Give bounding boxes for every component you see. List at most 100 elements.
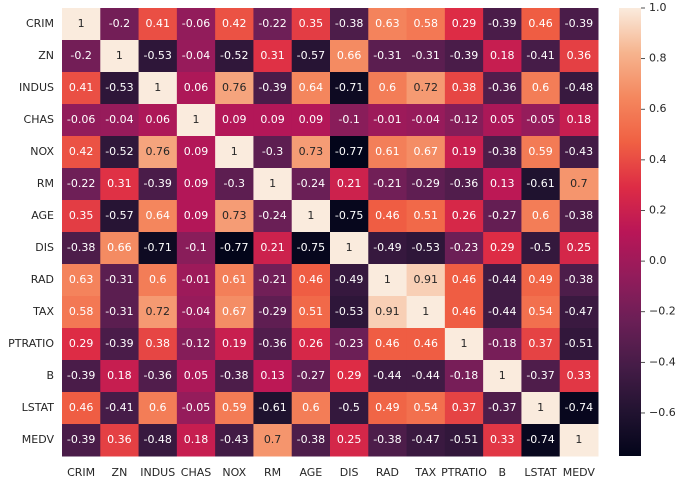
heatmap-cell	[330, 104, 369, 137]
heatmap-cell	[253, 104, 293, 137]
cell-value-label: -0.22	[258, 17, 286, 30]
cell-value-label: 0.38	[452, 81, 477, 94]
x-tick-label: AGE	[299, 466, 322, 479]
heatmap-cell	[406, 168, 446, 201]
cell-value-label: -0.27	[488, 209, 516, 222]
heatmap-cell	[406, 104, 446, 137]
x-tick-label: RM	[264, 466, 281, 479]
heatmap-cell	[406, 296, 446, 329]
cell-value-label: 0.46	[375, 337, 400, 350]
heatmap-cell	[215, 424, 254, 457]
cell-value-label: -0.57	[297, 49, 325, 62]
heatmap-cell	[521, 136, 561, 169]
heatmap-cell	[368, 328, 408, 361]
heatmap-cell	[559, 264, 599, 297]
cell-value-label: 1	[461, 337, 468, 350]
cell-value-label: -0.53	[143, 49, 171, 62]
heatmap-cell	[406, 360, 446, 393]
heatmap-cell	[406, 392, 446, 425]
cell-value-label: 0.49	[375, 401, 400, 414]
cell-value-label: -0.36	[258, 337, 286, 350]
heatmap-cell	[215, 296, 254, 329]
cell-value-label: -0.24	[297, 177, 325, 190]
cell-value-label: 0.26	[452, 209, 477, 222]
heatmap-cell	[521, 360, 561, 393]
y-tick-label: RM	[37, 177, 54, 190]
heatmap-cell	[215, 264, 254, 297]
cell-value-label: 0.29	[337, 369, 362, 382]
cell-value-label: -0.61	[258, 401, 286, 414]
heatmap-cell	[138, 72, 178, 105]
heatmap-cell	[559, 8, 599, 41]
cell-value-label: 0.61	[375, 145, 400, 158]
cell-value-label: 1	[78, 17, 85, 30]
colorbar-tick-label: −0.2	[649, 305, 676, 318]
cell-value-label: -0.51	[450, 433, 478, 446]
heatmap-cell	[406, 72, 446, 105]
heatmap-cell	[521, 8, 561, 41]
x-tick-label: NOX	[222, 466, 246, 479]
cell-value-label: -0.74	[526, 433, 554, 446]
heatmap-cell	[330, 360, 369, 393]
heatmap-cell	[406, 40, 446, 73]
heatmap-cell	[483, 168, 522, 201]
cell-value-label: -0.38	[67, 241, 95, 254]
heatmap-cell	[62, 424, 101, 457]
heatmap-cell	[215, 328, 254, 361]
cell-value-label: -0.44	[488, 273, 516, 286]
cell-value-label: 1	[575, 433, 582, 446]
heatmap-cell	[444, 168, 484, 201]
heatmap-cell	[138, 232, 178, 265]
cell-value-label: 0.13	[260, 369, 285, 382]
heatmap-cell	[406, 424, 446, 457]
heatmap-cell	[330, 8, 369, 41]
heatmap-cell	[559, 392, 599, 425]
colorbar-tick-label: −0.6	[649, 406, 676, 419]
heatmap-cell	[138, 360, 178, 393]
cell-value-label: -0.23	[335, 337, 363, 350]
cell-value-label: -0.36	[450, 177, 478, 190]
heatmap-cell	[253, 200, 293, 233]
heatmap-cell	[330, 328, 369, 361]
cell-value-label: 0.46	[69, 401, 94, 414]
heatmap-cell	[444, 296, 484, 329]
heatmap-cell	[176, 264, 216, 297]
heatmap-cell	[253, 8, 293, 41]
cell-value-label: 0.41	[145, 17, 170, 30]
cell-value-label: -0.01	[182, 273, 210, 286]
heatmap-cell	[444, 360, 484, 393]
cell-value-label: -0.21	[373, 177, 401, 190]
y-tick-label: INDUS	[19, 81, 54, 94]
heatmap-cell	[138, 328, 178, 361]
heatmap-cell	[215, 40, 254, 73]
cell-value-label: -0.18	[450, 369, 478, 382]
cell-value-label: -0.04	[105, 113, 133, 126]
cell-value-label: 0.73	[222, 209, 247, 222]
cell-value-label: 1	[231, 145, 238, 158]
cell-value-label: 0.18	[567, 113, 592, 126]
cell-value-label: -0.48	[143, 433, 171, 446]
heatmap-cell	[483, 232, 522, 265]
x-tick-label: CHAS	[181, 466, 211, 479]
heatmap-cell	[215, 136, 254, 169]
heatmap-cell	[559, 136, 599, 169]
heatmap-cell	[100, 200, 140, 233]
cell-value-label: -0.27	[297, 369, 325, 382]
cell-value-label: -0.38	[565, 273, 593, 286]
cell-value-label: 1	[269, 177, 276, 190]
heatmap-cell	[406, 232, 446, 265]
cell-value-label: 0.6	[379, 81, 397, 94]
heatmap-cell	[291, 360, 331, 393]
heatmap-cell	[253, 328, 293, 361]
cell-value-label: -0.77	[335, 145, 363, 158]
heatmap-cell	[444, 328, 484, 361]
cell-value-label: -0.29	[258, 305, 286, 318]
heatmap-cell	[483, 40, 522, 73]
x-tick-label: MEDV	[563, 466, 596, 479]
heatmap-cell	[176, 72, 216, 105]
heatmap-cell	[100, 168, 140, 201]
cell-value-label: 0.09	[184, 177, 209, 190]
heatmap-cell	[559, 72, 599, 105]
y-tick-label: CHAS	[24, 113, 54, 126]
